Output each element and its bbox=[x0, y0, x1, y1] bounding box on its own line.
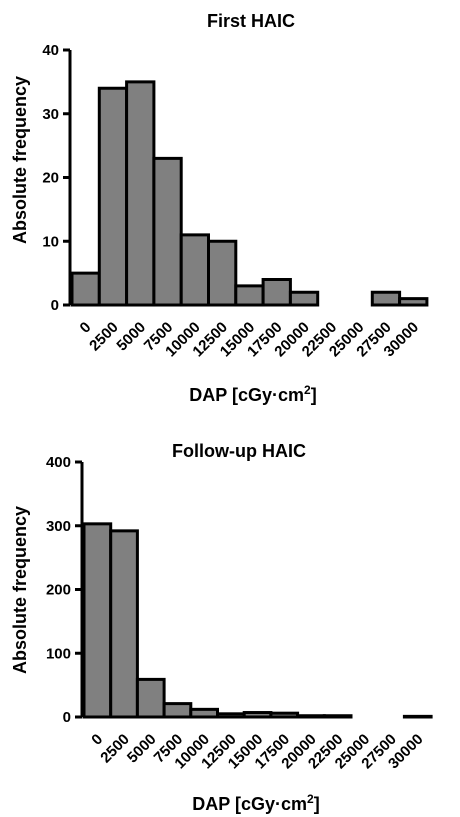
bar-15000 bbox=[234, 284, 265, 307]
bar-0 bbox=[70, 271, 101, 307]
y-tick-label: 0 bbox=[51, 297, 59, 314]
bar-0 bbox=[82, 522, 113, 719]
bar-5000 bbox=[125, 80, 156, 307]
chart-follow-up-haic: Follow-up HAIC Absolute frequency DAP [c… bbox=[10, 441, 433, 814]
bar-27500 bbox=[370, 290, 402, 307]
y-axis-label: Absolute frequency bbox=[10, 506, 30, 674]
chart-title: First HAIC bbox=[207, 11, 295, 31]
bar-7500 bbox=[152, 156, 183, 307]
x-axis-label-superscript: 2 bbox=[307, 792, 314, 806]
y-tick-label: 30 bbox=[42, 106, 59, 123]
plot-area: 0100200300400025005000750010000125001500… bbox=[46, 454, 433, 772]
x-tick-label: 0 bbox=[77, 319, 95, 337]
x-axis-label-tail: ] bbox=[314, 794, 320, 814]
bar-5000 bbox=[135, 677, 166, 719]
bar-12500 bbox=[216, 712, 246, 719]
chart-first-haic: First HAIC Absolute frequency DAP [cGy·c… bbox=[10, 11, 429, 405]
y-tick-label: 20 bbox=[42, 170, 59, 187]
x-tick-label: 5000 bbox=[113, 319, 149, 355]
bar-20000 bbox=[296, 714, 326, 719]
bar-10000 bbox=[189, 707, 220, 719]
bar-17500 bbox=[261, 278, 292, 307]
bar-30000 bbox=[402, 714, 433, 719]
y-axis-label: Absolute frequency bbox=[10, 76, 30, 244]
bar-10000 bbox=[179, 233, 210, 307]
y-tick-label: 0 bbox=[63, 709, 71, 726]
bar-22500 bbox=[322, 714, 353, 719]
x-tick-label: 0 bbox=[88, 731, 106, 749]
bar-17500 bbox=[269, 711, 300, 719]
x-axis-label-tail: ] bbox=[311, 385, 317, 405]
x-tick-label: 2500 bbox=[97, 731, 133, 767]
x-axis-label: DAP [cGy·cm2] bbox=[189, 383, 316, 405]
y-tick-label: 10 bbox=[42, 233, 59, 250]
bar-30000 bbox=[398, 297, 429, 307]
y-tick-label: 40 bbox=[42, 42, 59, 59]
y-tick-label: 100 bbox=[46, 645, 71, 662]
bar-2500 bbox=[109, 529, 139, 719]
bar-7500 bbox=[162, 702, 193, 719]
x-tick-label: 2500 bbox=[86, 319, 122, 355]
x-axis-label-main: DAP [cGy·cm bbox=[189, 385, 304, 405]
x-tick-label: 5000 bbox=[124, 731, 160, 767]
bar-12500 bbox=[207, 239, 238, 307]
bar-2500 bbox=[97, 86, 129, 307]
x-axis-label-main: DAP [cGy·cm bbox=[192, 794, 307, 814]
chart-title: Follow-up HAIC bbox=[172, 441, 306, 461]
plot-area: 0102030400250050007500100001250015000175… bbox=[42, 42, 429, 360]
x-axis-label-superscript: 2 bbox=[304, 383, 311, 397]
y-tick-label: 200 bbox=[46, 582, 71, 599]
bar-15000 bbox=[242, 711, 273, 719]
x-axis-label: DAP [cGy·cm2] bbox=[192, 792, 319, 814]
y-tick-label: 400 bbox=[46, 454, 71, 471]
y-tick-label: 300 bbox=[46, 518, 71, 535]
bar-20000 bbox=[288, 290, 320, 307]
